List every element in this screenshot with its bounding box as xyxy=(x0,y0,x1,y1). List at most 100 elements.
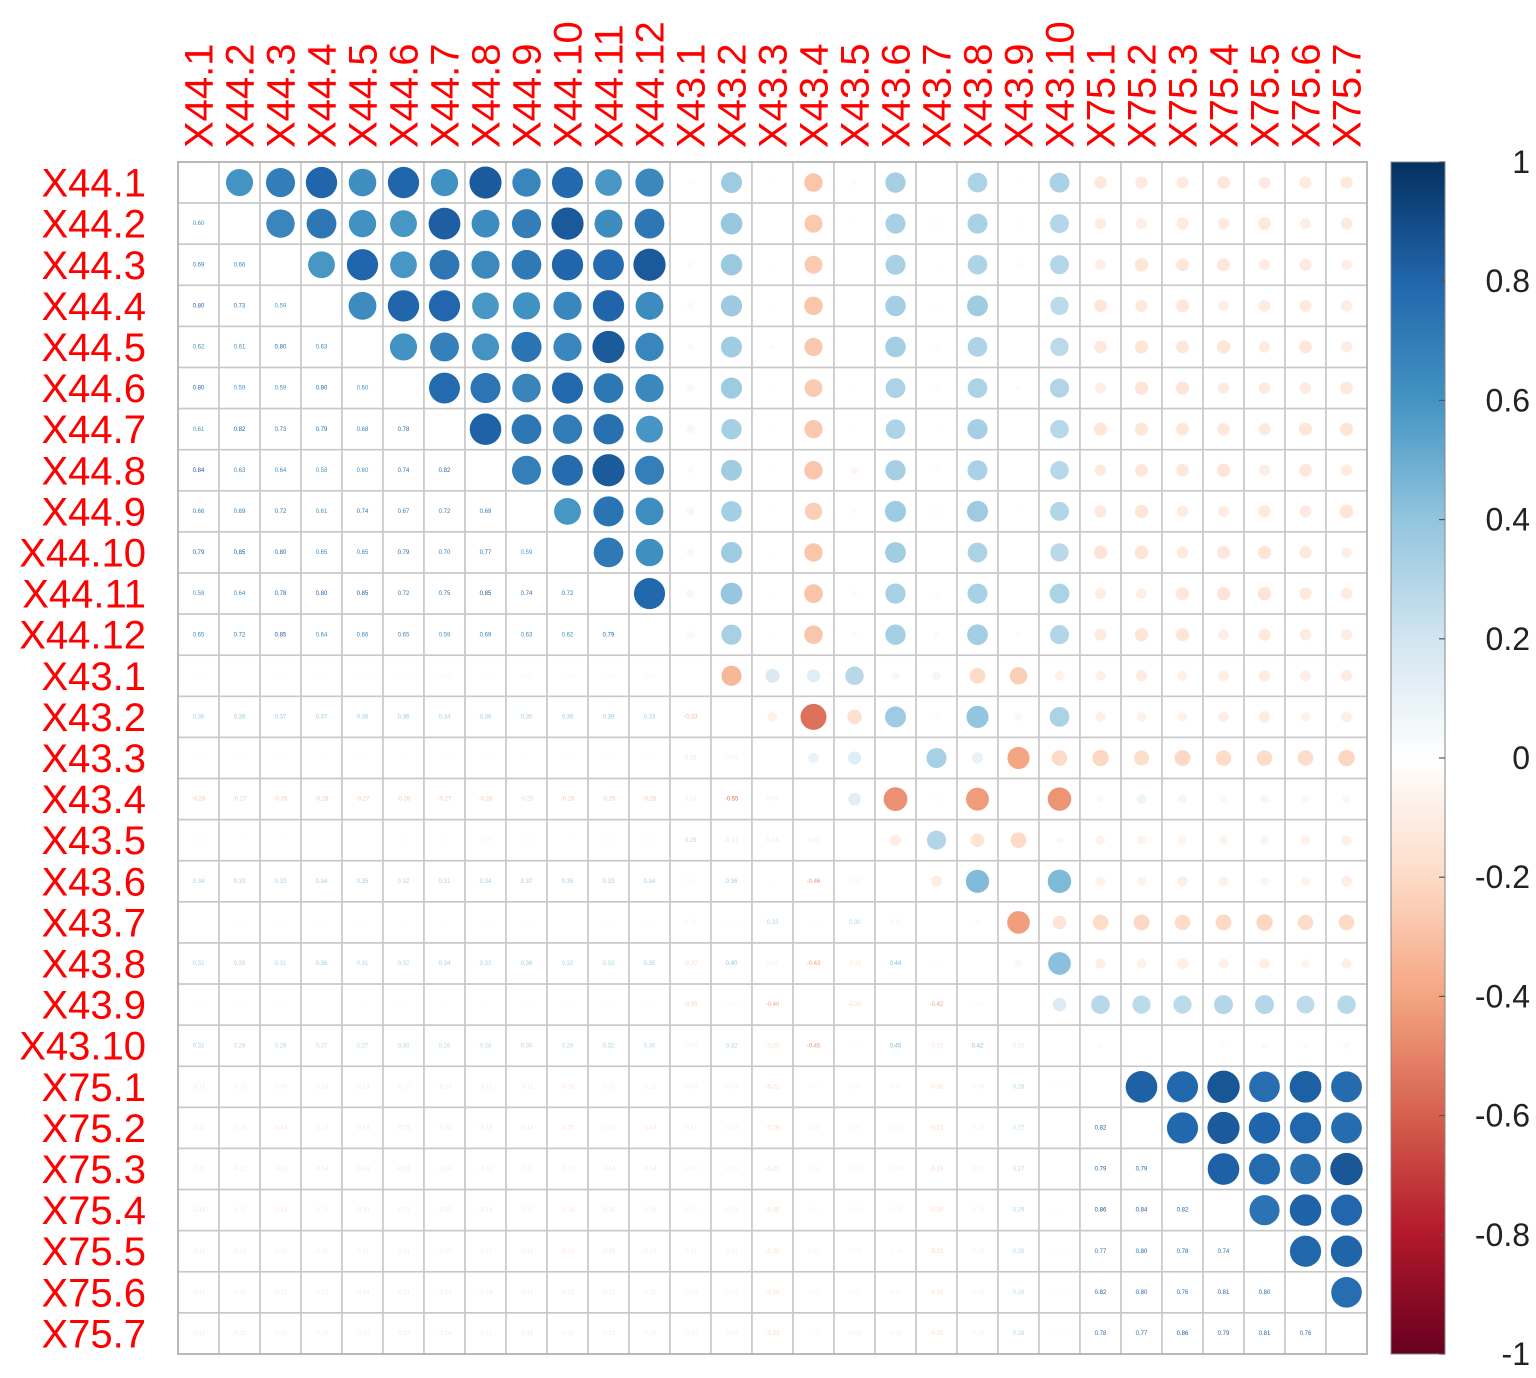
correlation-circle xyxy=(885,254,906,275)
correlation-circle xyxy=(687,180,694,186)
correlation-value: 0.81 xyxy=(1218,1290,1230,1296)
correlation-circle xyxy=(594,209,623,238)
correlation-value: 0.69 xyxy=(480,509,492,515)
correlation-value: 0.33 xyxy=(603,961,615,967)
matrix-cell xyxy=(915,1024,958,1068)
correlation-circle xyxy=(765,668,780,683)
correlation-value: 0.34 xyxy=(439,714,451,720)
correlation-value: 0.72 xyxy=(234,632,246,638)
correlation-value: 0.02 xyxy=(808,920,820,926)
correlation-value: 0.36 xyxy=(562,714,574,720)
correlation-circle xyxy=(687,343,694,351)
matrix-cell xyxy=(628,654,671,698)
matrix-cell xyxy=(1079,1065,1122,1109)
correlation-value: -0.03 xyxy=(930,961,944,967)
correlation-value: 0.30 xyxy=(398,1043,410,1049)
correlation-circle xyxy=(1338,749,1355,767)
column-label: X43.10 xyxy=(1039,21,1083,148)
row-label: X75.6 xyxy=(41,1271,146,1315)
correlation-value: -0.14 xyxy=(438,1331,452,1337)
correlation-circle xyxy=(935,181,938,184)
correlation-circle xyxy=(853,263,856,266)
correlation-value: -0.03 xyxy=(643,1002,657,1008)
matrix-cell xyxy=(423,1024,466,1068)
correlation-value: -0.03 xyxy=(1053,1084,1067,1090)
matrix-cell xyxy=(218,1147,261,1191)
correlation-circle xyxy=(1299,299,1312,312)
correlation-value: -0.46 xyxy=(807,879,821,885)
correlation-circle xyxy=(720,295,743,317)
matrix-cell xyxy=(259,777,302,821)
correlation-circle xyxy=(1341,547,1352,558)
correlation-circle xyxy=(1260,876,1269,886)
matrix-cell xyxy=(300,695,343,739)
matrix-cell xyxy=(915,1065,958,1109)
correlation-circle xyxy=(308,251,335,279)
correlation-value: 0.10 xyxy=(767,961,779,967)
correlation-value: 0.78 xyxy=(275,591,287,597)
correlation-value: 0.05 xyxy=(808,1290,820,1296)
correlation-value: -0.08 xyxy=(725,756,739,762)
correlation-value: 0.85 xyxy=(275,632,287,638)
correlation-circle xyxy=(1299,382,1312,394)
correlation-circle xyxy=(770,509,775,514)
correlation-circle xyxy=(1258,711,1271,723)
correlation-circle xyxy=(428,290,461,322)
correlation-value: -0.14 xyxy=(438,1290,452,1296)
correlation-circle xyxy=(635,168,664,197)
correlation-circle xyxy=(808,752,819,764)
correlation-circle xyxy=(933,221,940,227)
correlation-value: 0.59 xyxy=(275,386,287,392)
column-labels: X44.1X44.2X44.3X44.4X44.5X44.6X44.7X44.8… xyxy=(178,21,1370,148)
correlation-value: 0.04 xyxy=(808,1084,820,1090)
correlation-circle xyxy=(428,207,461,240)
correlation-circle xyxy=(1342,795,1351,804)
correlation-circle xyxy=(967,419,988,440)
correlation-circle xyxy=(967,624,988,646)
matrix-cell xyxy=(423,1270,466,1314)
colorbar-tick-label: -0.4 xyxy=(1475,978,1530,1014)
matrix-cell xyxy=(587,1312,630,1355)
correlation-circle xyxy=(1296,995,1315,1014)
correlation-circle xyxy=(686,630,695,639)
correlation-circle xyxy=(1340,381,1353,395)
correlation-value: 0.27 xyxy=(316,1043,328,1049)
correlation-value: 0.63 xyxy=(521,632,533,638)
correlation-value: -0.07 xyxy=(889,1084,903,1090)
correlation-circle xyxy=(1297,750,1314,766)
correlation-value: -0.12 xyxy=(438,1249,452,1255)
correlation-circle xyxy=(885,378,906,398)
matrix-cell xyxy=(382,942,425,985)
correlation-circle xyxy=(1049,501,1070,521)
correlation-value: -0.28 xyxy=(643,797,657,803)
row-label: X44.9 xyxy=(41,490,146,534)
matrix-cell xyxy=(587,1188,630,1232)
correlation-value: -0.10 xyxy=(315,1331,329,1337)
correlation-circle xyxy=(686,507,695,516)
correlation-circle xyxy=(1134,504,1149,519)
correlation-value: 0.74 xyxy=(521,591,533,597)
correlation-circle xyxy=(1136,876,1147,887)
row-labels: X44.1X44.2X44.3X44.4X44.5X44.6X44.7X44.8… xyxy=(19,162,146,1357)
correlation-value: 0.85 xyxy=(234,550,246,556)
correlation-value: -0.12 xyxy=(192,1331,206,1337)
correlation-circle xyxy=(1136,712,1147,722)
correlation-circle xyxy=(1218,711,1229,723)
correlation-value: -0.14 xyxy=(602,1167,616,1173)
row-label: X75.4 xyxy=(41,1189,146,1233)
column-label: X43.9 xyxy=(998,43,1042,148)
correlation-value: -0.00 xyxy=(315,1002,329,1008)
correlation-value: -0.09 xyxy=(889,1167,903,1173)
correlation-circle xyxy=(553,332,582,362)
row-label: X44.8 xyxy=(41,449,146,493)
correlation-value: -0.08 xyxy=(725,1167,739,1173)
correlation-value: 0.05 xyxy=(972,1002,984,1008)
correlation-circle xyxy=(266,209,295,238)
correlation-value: -0.09 xyxy=(971,1331,985,1337)
correlation-circle xyxy=(1050,543,1069,562)
column-label: X43.6 xyxy=(875,43,919,148)
correlation-circle xyxy=(885,542,906,563)
correlation-circle xyxy=(721,336,742,358)
correlation-value: -0.20 xyxy=(930,1084,944,1090)
correlation-circle xyxy=(933,591,940,597)
